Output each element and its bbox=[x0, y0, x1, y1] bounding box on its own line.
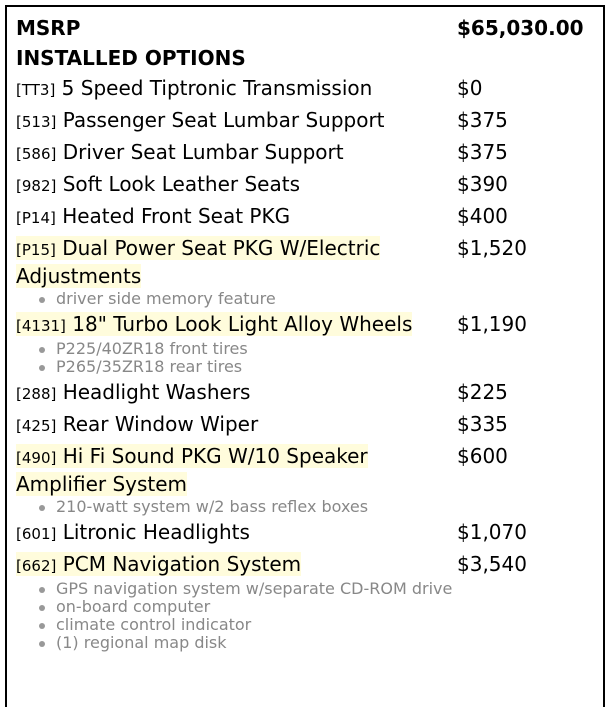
option-code: [513] bbox=[16, 113, 57, 131]
option-name: 18" Turbo Look Light Alloy Wheels bbox=[72, 312, 413, 336]
option-price: $3,540 bbox=[457, 552, 527, 576]
option-details: GPS navigation system w/separate CD-ROM … bbox=[16, 581, 606, 651]
option-label: [662] PCM Navigation System bbox=[16, 552, 302, 576]
option-name: Litronic Headlights bbox=[62, 520, 250, 544]
option-detail-item: driver side memory feature bbox=[39, 291, 456, 307]
options-frame bbox=[5, 5, 605, 707]
option-name: Soft Look Leather Seats bbox=[62, 172, 300, 196]
option-label: [TT3] 5 Speed Tiptronic Transmission bbox=[16, 76, 372, 100]
option-name-cell: [513] Passenger Seat Lumbar Support bbox=[16, 107, 457, 135]
option-name: Heated Front Seat PKG bbox=[62, 204, 291, 228]
option-label: [513] Passenger Seat Lumbar Support bbox=[16, 108, 385, 132]
option-name-cell: [586] Driver Seat Lumbar Support bbox=[16, 139, 457, 167]
option-name: Dual Power Seat PKG W/Electric Adjustmen… bbox=[16, 236, 381, 288]
option-price: $1,190 bbox=[457, 312, 527, 336]
option-label: [982] Soft Look Leather Seats bbox=[16, 172, 300, 196]
option-code: [425] bbox=[16, 417, 57, 435]
option-detail-item: climate control indicator bbox=[39, 617, 456, 633]
option-name: Hi Fi Sound PKG W/10 Speaker Amplifier S… bbox=[16, 444, 368, 496]
option-code: [4131] bbox=[16, 317, 66, 335]
msrp-label: MSRP bbox=[16, 16, 81, 40]
option-label: [4131] 18" Turbo Look Light Alloy Wheels bbox=[16, 312, 413, 336]
option-name-cell: [982] Soft Look Leather Seats bbox=[16, 171, 457, 199]
option-detail-item: GPS navigation system w/separate CD-ROM … bbox=[39, 581, 456, 597]
option-name: 5 Speed Tiptronic Transmission bbox=[61, 76, 373, 100]
option-detail-item: P265/35ZR18 rear tires bbox=[39, 359, 456, 375]
option-label: [P15] Dual Power Seat PKG W/Electric Adj… bbox=[16, 236, 381, 288]
option-row: [P14] Heated Front Seat PKG $400 bbox=[16, 201, 606, 233]
option-row: [601] Litronic Headlights $1,070 bbox=[16, 517, 606, 549]
option-name-cell: [662] PCM Navigation System bbox=[16, 551, 457, 579]
option-price: $390 bbox=[457, 172, 508, 196]
option-name: Rear Window Wiper bbox=[62, 412, 259, 436]
option-details: driver side memory feature bbox=[16, 291, 606, 307]
option-code: [982] bbox=[16, 177, 57, 195]
option-detail-item: on-board computer bbox=[39, 599, 456, 615]
option-name-cell: [288] Headlight Washers bbox=[16, 379, 457, 407]
option-name: Passenger Seat Lumbar Support bbox=[62, 108, 385, 132]
option-label: [P14] Heated Front Seat PKG bbox=[16, 204, 290, 228]
option-details: P225/40ZR18 front tires P265/35ZR18 rear … bbox=[16, 341, 606, 375]
option-label: [425] Rear Window Wiper bbox=[16, 412, 258, 436]
option-price: $225 bbox=[457, 380, 508, 404]
option-name-cell: [425] Rear Window Wiper bbox=[16, 411, 457, 439]
option-name-cell: [4131] 18" Turbo Look Light Alloy Wheels bbox=[16, 311, 457, 339]
option-name: Driver Seat Lumbar Support bbox=[62, 140, 344, 164]
option-price: $0 bbox=[457, 76, 483, 100]
option-code: [601] bbox=[16, 525, 57, 543]
option-details: 210-watt system w/2 bass reflex boxes bbox=[16, 499, 606, 515]
option-name-cell: [P14] Heated Front Seat PKG bbox=[16, 203, 457, 231]
option-name-cell: [490] Hi Fi Sound PKG W/10 Speaker Ampli… bbox=[16, 443, 457, 497]
option-detail-item: 210-watt system w/2 bass reflex boxes bbox=[39, 499, 456, 515]
option-label: [601] Litronic Headlights bbox=[16, 520, 250, 544]
option-code: [490] bbox=[16, 449, 57, 467]
option-name: PCM Navigation System bbox=[62, 552, 302, 576]
option-name-cell: [P15] Dual Power Seat PKG W/Electric Adj… bbox=[16, 235, 457, 289]
option-row: [4131] 18" Turbo Look Light Alloy Wheels… bbox=[16, 309, 606, 341]
option-price: $1,520 bbox=[457, 236, 527, 260]
option-name-cell: [TT3] 5 Speed Tiptronic Transmission bbox=[16, 75, 457, 103]
option-row: [TT3] 5 Speed Tiptronic Transmission $0 bbox=[16, 73, 606, 105]
option-row: [288] Headlight Washers $225 bbox=[16, 377, 606, 409]
option-row: [586] Driver Seat Lumbar Support $375 bbox=[16, 137, 606, 169]
option-row: [490] Hi Fi Sound PKG W/10 Speaker Ampli… bbox=[16, 441, 606, 499]
option-row: [P15] Dual Power Seat PKG W/Electric Adj… bbox=[16, 233, 606, 291]
option-row: [513] Passenger Seat Lumbar Support $375 bbox=[16, 105, 606, 137]
option-detail-item: (1) regional map disk bbox=[39, 635, 456, 651]
option-label: [288] Headlight Washers bbox=[16, 380, 250, 404]
installed-options-label: INSTALLED OPTIONS bbox=[16, 46, 246, 70]
option-price: $400 bbox=[457, 204, 508, 228]
option-name: Headlight Washers bbox=[62, 380, 251, 404]
option-code: [P14] bbox=[16, 209, 56, 227]
option-price: $1,070 bbox=[457, 520, 527, 544]
option-price: $335 bbox=[457, 412, 508, 436]
option-price: $375 bbox=[457, 140, 508, 164]
option-detail-item: P225/40ZR18 front tires bbox=[39, 341, 456, 357]
option-name-cell: [601] Litronic Headlights bbox=[16, 519, 457, 547]
msrp-value: $65,030.00 bbox=[457, 16, 584, 40]
msrp-row: MSRP $65,030.00 bbox=[16, 13, 606, 43]
window-sticker: MSRP $65,030.00 INSTALLED OPTIONS [TT3] … bbox=[16, 13, 606, 653]
installed-options-heading: INSTALLED OPTIONS bbox=[16, 43, 606, 73]
option-row: [982] Soft Look Leather Seats $390 bbox=[16, 169, 606, 201]
option-price: $375 bbox=[457, 108, 508, 132]
option-label: [586] Driver Seat Lumbar Support bbox=[16, 140, 344, 164]
option-code: [586] bbox=[16, 145, 57, 163]
option-code: [288] bbox=[16, 385, 57, 403]
option-code: [TT3] bbox=[16, 81, 56, 99]
options-list: [TT3] 5 Speed Tiptronic Transmission $0 [5… bbox=[16, 73, 606, 651]
option-code: [662] bbox=[16, 557, 57, 575]
option-label: [490] Hi Fi Sound PKG W/10 Speaker Ampli… bbox=[16, 444, 368, 496]
option-row: [425] Rear Window Wiper $335 bbox=[16, 409, 606, 441]
option-code: [P15] bbox=[16, 241, 56, 259]
option-row: [662] PCM Navigation System $3,540 bbox=[16, 549, 606, 581]
option-price: $600 bbox=[457, 444, 508, 468]
